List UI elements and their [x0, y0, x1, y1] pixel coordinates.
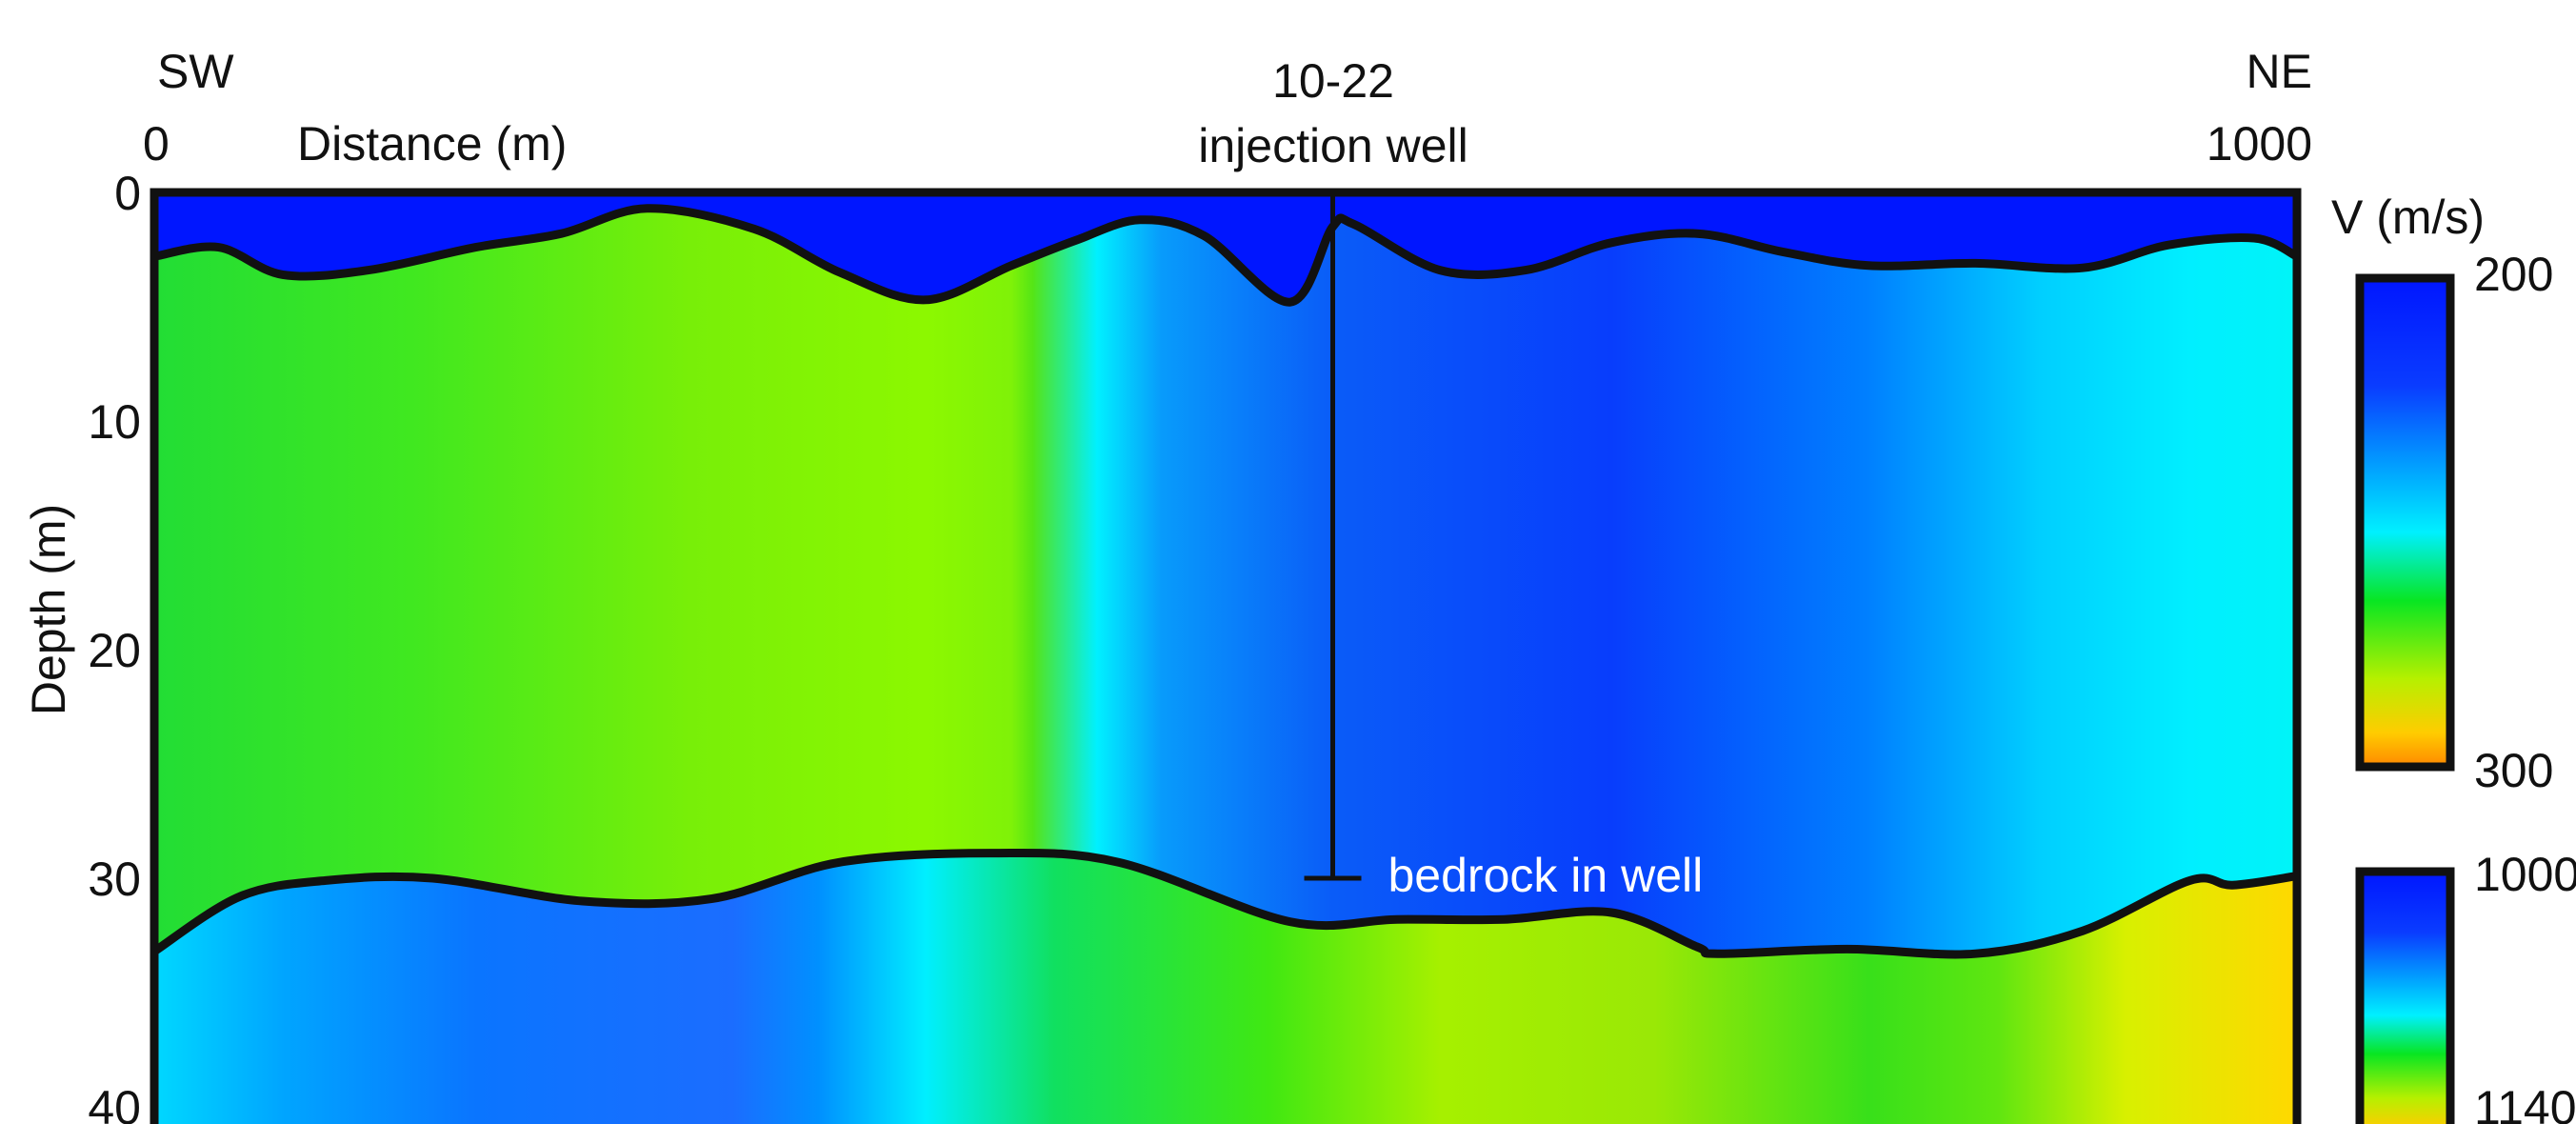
colorbar-bedrock-max: 1000	[2474, 848, 2576, 901]
top-layer-boundary	[154, 204, 2297, 307]
x-axis-label: Distance (m)	[297, 117, 567, 171]
y-tick-label-20: 20	[88, 624, 141, 677]
colorbar-bedrock-min: 1140	[2474, 1081, 2576, 1124]
sw-label: SW	[157, 45, 234, 98]
y-tick-label-30: 30	[88, 853, 141, 906]
colorbar-top-max: 200	[2474, 248, 2553, 301]
plot-frame	[150, 188, 2302, 1124]
y-tick-label-40: 40	[88, 1081, 141, 1124]
x-tick-label-1000: 1000	[2207, 117, 2312, 171]
middle-layer	[154, 192, 2297, 954]
colorbar-bedrock	[2355, 867, 2455, 1124]
x-tick-label-0: 0	[143, 117, 170, 171]
ne-label: NE	[2247, 45, 2312, 98]
bedrock-in-well-label: bedrock in well	[1388, 849, 1704, 902]
y-tick-label-0: 0	[114, 167, 141, 220]
well-name: 10-22	[1272, 54, 1394, 108]
well-label: injection well	[1198, 119, 1468, 172]
plot-area	[154, 192, 2297, 1124]
colorbar-title: V (m/s)	[2331, 191, 2485, 244]
y-tick-label-10: 10	[88, 395, 141, 449]
bedrock-boundary	[154, 848, 2297, 959]
colorbar-top-min: 300	[2474, 744, 2553, 797]
y-axis: 0 10 20 30 40	[88, 167, 141, 1124]
colorbar-top	[2355, 273, 2455, 772]
y-axis-label: Depth (m)	[22, 504, 75, 715]
